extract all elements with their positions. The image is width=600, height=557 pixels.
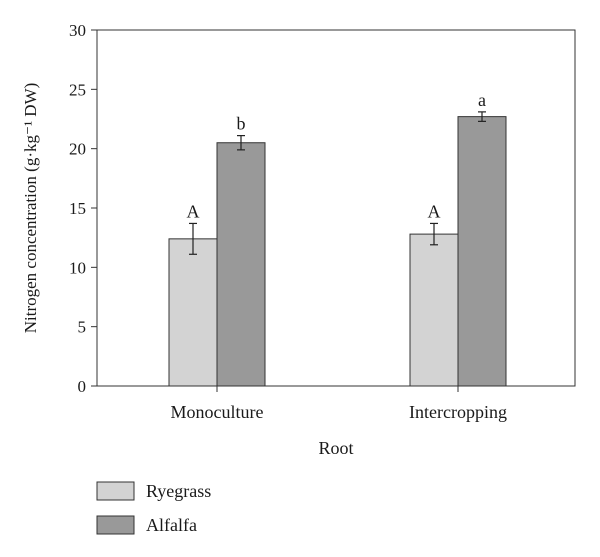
y-tick-label: 10 [69, 258, 86, 277]
bar-alfalfa-monoculture [216, 142, 266, 387]
significance-letter: b [237, 114, 246, 134]
y-tick-label: 5 [78, 318, 87, 337]
bar-alfalfa-intercropping [457, 116, 507, 387]
x-tick-label: Intercropping [409, 402, 507, 422]
y-tick-label: 15 [69, 199, 86, 218]
x-axis-label: Root [318, 438, 353, 458]
y-axis: 0 5 10 15 20 25 30 [69, 21, 97, 396]
legend-swatch-ryegrass [96, 481, 135, 501]
y-tick-label: 30 [69, 21, 86, 40]
y-axis-label: Nitrogen concentration (g·kg⁻¹ DW) [21, 83, 40, 334]
significance-letter: A [187, 201, 200, 221]
legend-label-ryegrass: Ryegrass [146, 481, 211, 501]
legend-swatch-alfalfa [96, 515, 135, 535]
bar-ryegrass-monoculture [168, 238, 218, 387]
legend: Ryegrass Alfalfa [96, 481, 211, 535]
significance-letter: A [428, 201, 441, 221]
x-tick-label: Monoculture [171, 402, 264, 422]
bar-ryegrass-intercropping [409, 233, 459, 387]
significance-letter: a [478, 90, 486, 110]
legend-label-alfalfa: Alfalfa [146, 515, 197, 535]
y-tick-label: 20 [69, 140, 86, 159]
y-tick-label: 25 [69, 80, 86, 99]
y-tick-label: 0 [78, 377, 87, 396]
x-axis: Monoculture Intercropping [171, 386, 507, 422]
bars: Ab Aa [168, 90, 507, 387]
